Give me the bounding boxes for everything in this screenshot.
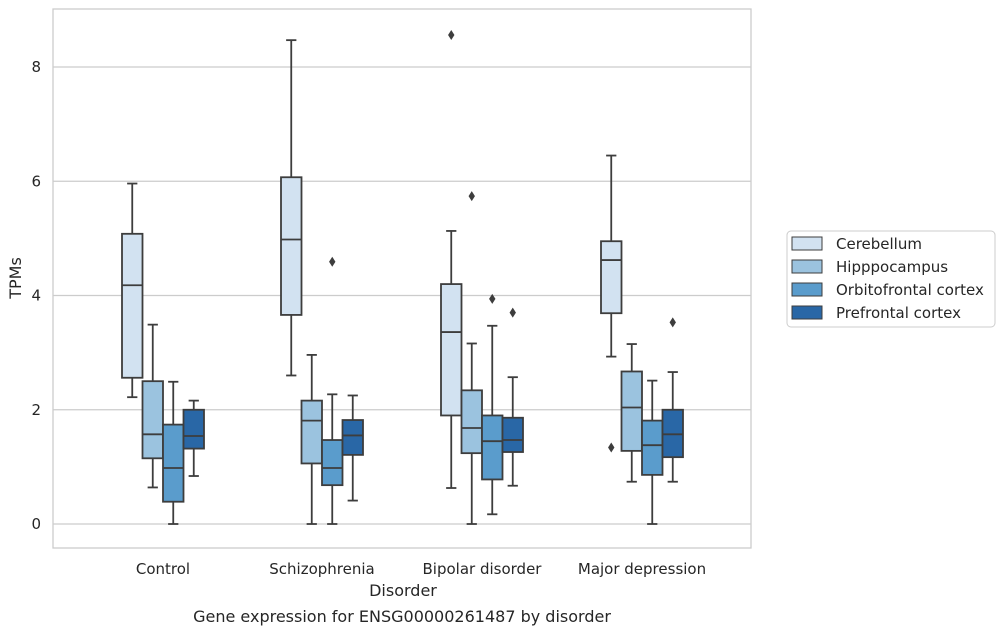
- box-orbitofrontal-cortex: [321, 256, 344, 525]
- x-tick-label: Major depression: [578, 560, 706, 578]
- box-body: [300, 399, 323, 465]
- x-tick-label: Schizophrenia: [269, 560, 374, 578]
- legend-label: Prefrontal cortex: [836, 304, 961, 322]
- box-body: [440, 283, 463, 417]
- y-tick-label: 6: [31, 172, 41, 190]
- y-tick-label: 4: [31, 287, 41, 305]
- legend-label: Hipppocampus: [836, 258, 948, 276]
- legend-frame: [786, 230, 996, 328]
- box-cerebellum: [600, 154, 623, 453]
- outlier-point: [509, 307, 516, 318]
- legend-item-orbitofrontal-cortex: Orbitofrontal cortex: [791, 281, 984, 299]
- box-orbitofrontal-cortex: [162, 380, 185, 525]
- outlier-point: [329, 256, 336, 267]
- legend-swatch: [791, 259, 823, 274]
- box-body: [280, 176, 303, 316]
- box-body: [121, 232, 144, 379]
- box-prefrontal-cortex: [182, 399, 205, 477]
- x-axis-title: Disorder: [369, 581, 437, 600]
- legend-label: Orbitofrontal cortex: [836, 281, 984, 299]
- legend-item-hipppocampus: Hipppocampus: [791, 258, 948, 276]
- box-groups: [121, 30, 684, 525]
- box-hipppocampus: [620, 343, 643, 483]
- box-cerebellum: [440, 30, 463, 489]
- legend: Cerebellum Hipppocampus Orbitofrontal cort…: [786, 230, 996, 328]
- x-tick-label: Bipolar disorder: [423, 560, 543, 578]
- box-body: [182, 408, 205, 450]
- box-body: [620, 370, 643, 452]
- outlier-point: [489, 293, 496, 304]
- box-body: [141, 380, 164, 460]
- box-orbitofrontal-cortex: [641, 379, 664, 525]
- box-body: [460, 389, 483, 455]
- box-body: [162, 423, 185, 503]
- box-body: [501, 416, 524, 453]
- legend-swatch: [791, 305, 823, 320]
- box-hipppocampus: [460, 191, 483, 525]
- outlier-point: [468, 191, 475, 202]
- box-cerebellum: [280, 39, 303, 377]
- x-tick-label: Control: [136, 560, 190, 578]
- box-prefrontal-cortex: [501, 307, 524, 487]
- outlier-point: [608, 442, 615, 453]
- legend-swatch: [791, 236, 823, 251]
- y-tick-labels: 0 2 4 6 8: [31, 58, 41, 533]
- y-tick-label: 0: [31, 515, 41, 533]
- legend-swatch: [791, 282, 823, 297]
- chart-caption: Gene expression for ENSG00000261487 by d…: [193, 607, 611, 626]
- box-prefrontal-cortex: [341, 394, 364, 502]
- box-prefrontal-cortex: [661, 317, 684, 483]
- legend-label: Cerebellum: [836, 235, 922, 253]
- box-body: [641, 419, 664, 476]
- box-cerebellum: [121, 182, 144, 399]
- y-tick-label: 2: [31, 401, 41, 419]
- box-body: [481, 414, 504, 481]
- y-axis-title: TPMs: [6, 257, 25, 300]
- box-body: [600, 240, 623, 315]
- x-tick-labels: Control Schizophrenia Bipolar disorder Majo…: [136, 560, 706, 578]
- outlier-point: [448, 30, 455, 41]
- box-body: [341, 419, 364, 456]
- box-orbitofrontal-cortex: [481, 293, 504, 516]
- y-tick-label: 8: [31, 58, 41, 76]
- plot-frame: [52, 8, 752, 549]
- legend-item-prefrontal-cortex: Prefrontal cortex: [791, 304, 961, 322]
- box-hipppocampus: [300, 354, 323, 525]
- legend-item-cerebellum: Cerebellum: [791, 235, 922, 253]
- outlier-point: [669, 317, 676, 328]
- box-body: [321, 439, 344, 487]
- box-hipppocampus: [141, 323, 164, 489]
